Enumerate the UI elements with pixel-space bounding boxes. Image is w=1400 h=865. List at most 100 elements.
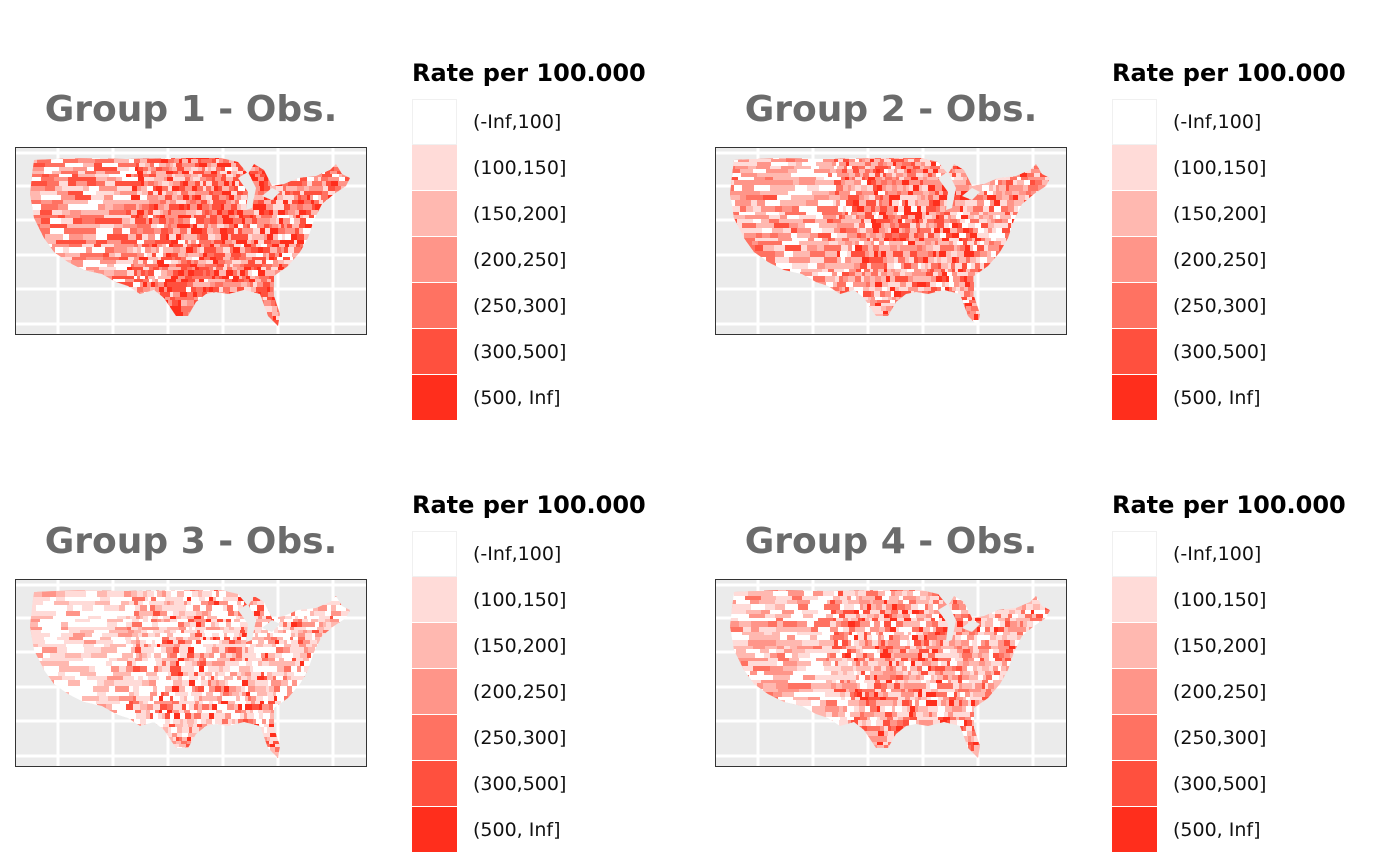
- county-region: [982, 326, 987, 331]
- county-region: [1012, 159, 1020, 163]
- county-region: [852, 291, 859, 298]
- county-region: [869, 251, 875, 258]
- county-region: [954, 185, 960, 192]
- county-region: [195, 191, 203, 196]
- county-region: [230, 616, 237, 620]
- county-region: [933, 159, 940, 163]
- county-region: [355, 591, 363, 598]
- county-region: [865, 251, 870, 258]
- county-region: [119, 200, 133, 208]
- county-region: [295, 605, 302, 612]
- county-region: [842, 306, 848, 312]
- county-region: [298, 174, 305, 178]
- county-region: [946, 233, 953, 239]
- county-region: [848, 276, 856, 283]
- county-region: [121, 253, 138, 259]
- county-region: [954, 177, 960, 181]
- county-region: [222, 191, 228, 196]
- county-region: [154, 177, 159, 182]
- county-region: [204, 630, 212, 634]
- county-region: [837, 257, 842, 264]
- county-region: [963, 177, 968, 181]
- county-region: [232, 167, 239, 172]
- county-region: [175, 158, 179, 160]
- county-region: [994, 326, 1000, 331]
- county-region: [1045, 195, 1050, 201]
- county-region: [976, 206, 984, 213]
- county-region: [966, 233, 971, 239]
- county-region: [241, 312, 246, 317]
- county-region: [223, 287, 231, 293]
- county-region: [1024, 200, 1030, 207]
- county-region: [1024, 326, 1030, 331]
- county-region: [956, 191, 962, 196]
- county-region: [945, 282, 950, 288]
- county-region: [222, 240, 226, 245]
- county-region: [339, 177, 346, 182]
- county-region: [940, 166, 947, 170]
- county-region: [774, 245, 786, 252]
- county-region: [906, 297, 914, 301]
- county-region: [340, 163, 347, 168]
- county-region: [315, 174, 320, 178]
- county-region: [1005, 159, 1013, 163]
- county-region: [836, 169, 843, 174]
- county-region: [1043, 159, 1050, 163]
- county-region: [302, 276, 308, 280]
- county-region: [987, 311, 994, 315]
- county-region: [339, 630, 347, 634]
- county-region: [930, 206, 937, 213]
- county-region: [907, 173, 913, 178]
- county-region: [283, 218, 291, 225]
- county-region: [918, 200, 924, 207]
- county-region: [335, 186, 342, 192]
- county-region: [904, 212, 910, 216]
- county-region: [226, 244, 230, 248]
- county-region: [1036, 303, 1042, 307]
- county-region: [348, 204, 350, 211]
- county-region: [856, 191, 863, 196]
- county-region: [280, 597, 287, 602]
- county-region: [139, 218, 147, 225]
- county-region: [339, 619, 345, 623]
- county-region: [30, 320, 37, 326]
- county-region: [944, 219, 951, 224]
- county-region: [961, 173, 969, 178]
- county-region: [210, 282, 216, 288]
- county-region: [847, 223, 851, 229]
- county-region: [846, 162, 850, 167]
- county-region: [877, 263, 885, 270]
- county-region: [972, 200, 978, 207]
- county-region: [184, 630, 190, 634]
- county-region: [1034, 173, 1041, 178]
- county-region: [230, 264, 234, 268]
- county-region: [936, 276, 943, 283]
- county-region: [134, 601, 139, 606]
- county-region: [860, 263, 864, 270]
- county-region: [264, 601, 272, 606]
- county-region: [894, 257, 899, 264]
- county-region: [903, 306, 907, 312]
- county-region: [218, 253, 226, 258]
- county-region: [290, 186, 294, 192]
- county-region: [342, 616, 349, 620]
- county-region: [158, 257, 162, 261]
- county-region: [126, 292, 130, 298]
- county-region: [252, 191, 259, 196]
- county-region: [131, 174, 135, 178]
- county-region: [30, 276, 40, 282]
- county-region: [1054, 241, 1060, 246]
- county-region: [841, 219, 849, 224]
- county-region: [734, 223, 743, 229]
- county-region: [913, 166, 921, 170]
- county-region: [157, 326, 163, 333]
- county-region: [1050, 195, 1055, 201]
- county-region: [343, 316, 350, 321]
- county-region: [264, 300, 272, 307]
- county-region: [893, 219, 899, 224]
- county-region: [69, 247, 87, 255]
- county-region: [974, 314, 979, 321]
- county-region: [154, 292, 161, 298]
- county-region: [129, 282, 134, 288]
- county-region: [871, 241, 875, 246]
